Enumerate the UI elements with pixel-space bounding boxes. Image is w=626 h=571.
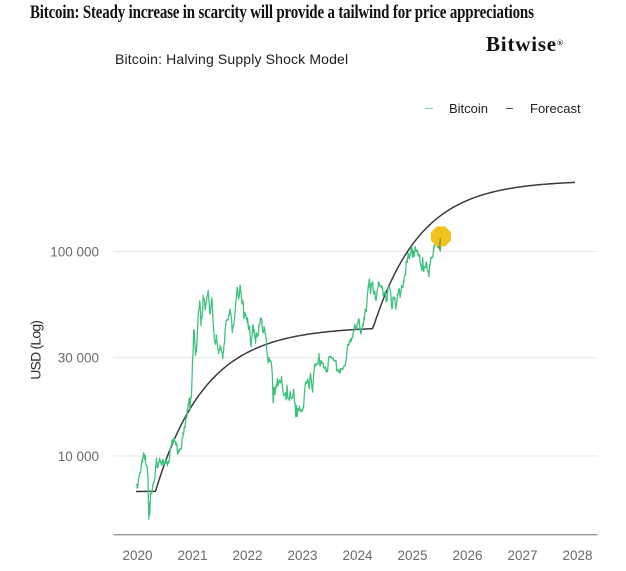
svg-text:2023: 2023 bbox=[287, 548, 317, 563]
svg-text:100 000: 100 000 bbox=[50, 244, 99, 259]
svg-text:2020: 2020 bbox=[122, 548, 152, 563]
svg-text:2027: 2027 bbox=[507, 548, 537, 563]
svg-text:USD (Log): USD (Log) bbox=[28, 321, 44, 380]
svg-text:2025: 2025 bbox=[397, 548, 427, 563]
svg-text:2021: 2021 bbox=[177, 548, 207, 563]
svg-text:2022: 2022 bbox=[232, 548, 262, 563]
svg-text:10 000: 10 000 bbox=[58, 449, 99, 464]
svg-text:2028: 2028 bbox=[562, 548, 592, 563]
svg-text:2024: 2024 bbox=[342, 548, 373, 563]
svg-text:2026: 2026 bbox=[452, 548, 482, 563]
svg-text:30 000: 30 000 bbox=[58, 350, 99, 365]
